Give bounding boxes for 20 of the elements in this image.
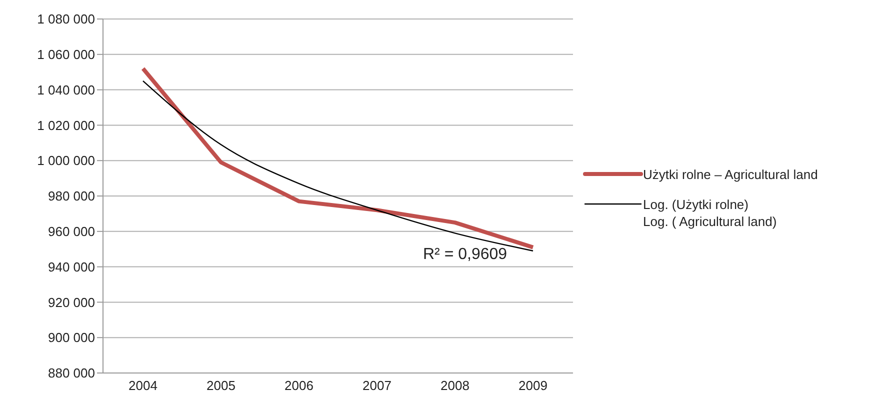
y-tick-label: 960 000 xyxy=(48,224,95,240)
x-tick-label: 2006 xyxy=(284,378,314,394)
y-tick-label: 1 000 000 xyxy=(37,153,95,168)
y-tick-label: 900 000 xyxy=(48,330,95,346)
y-tick-label: 920 000 xyxy=(48,294,95,310)
x-tick-label: 2005 xyxy=(206,378,236,394)
annotation: R² = 0,9609 xyxy=(423,246,508,264)
x-tick-label: 2007 xyxy=(362,378,392,394)
y-tick-label: 880 000 xyxy=(48,366,95,381)
y-tick-label: 1 080 000 xyxy=(37,12,95,27)
y-tick-label: 940 000 xyxy=(48,259,95,274)
y-tick-label: 1 040 000 xyxy=(37,82,95,98)
legend-label: Log. (Użytki rolne) Log. ( Agricultural land) xyxy=(643,196,777,230)
x-tick-label: 2009 xyxy=(518,378,548,394)
y-tick-label: 980 000 xyxy=(48,188,95,204)
x-tick-label: 2004 xyxy=(128,378,158,394)
x-tick-label: 2008 xyxy=(440,378,470,394)
legend-label: Użytki rolne – Agricultural land xyxy=(643,166,818,183)
y-tick-label: 1 020 000 xyxy=(37,118,95,133)
y-tick-label: 1 060 000 xyxy=(37,47,95,62)
